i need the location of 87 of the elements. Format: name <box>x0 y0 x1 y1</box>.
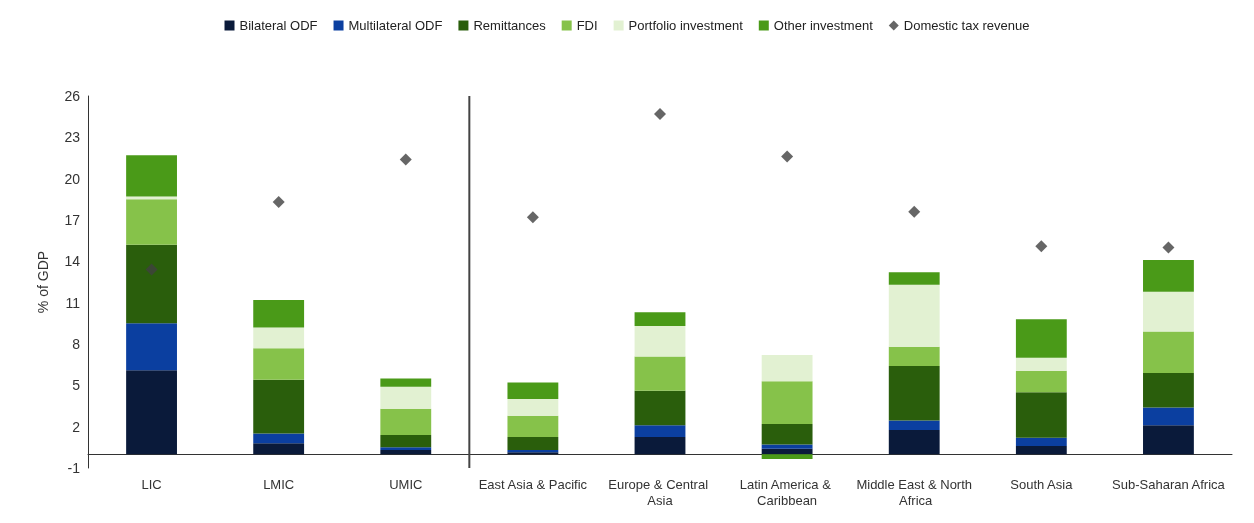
bar <box>126 244 177 324</box>
bar <box>1015 370 1067 393</box>
bar <box>1143 331 1194 373</box>
bar <box>507 437 559 451</box>
legend-label: Other investment <box>773 18 874 33</box>
bar <box>1015 319 1067 358</box>
x-tick-label: UMIC <box>389 476 423 492</box>
legend-label: Multilateral ODF <box>348 18 443 33</box>
bar <box>634 312 686 327</box>
bar <box>634 326 686 357</box>
y-axis-title: % of GDP <box>35 250 51 314</box>
y-tick-label: 8 <box>72 336 81 352</box>
point <box>145 263 158 276</box>
bar <box>1143 372 1194 408</box>
point <box>526 211 539 224</box>
y-tick-label: 14 <box>64 253 81 270</box>
bar <box>888 420 940 431</box>
bar <box>380 450 432 455</box>
legend-label: Portfolio investment <box>628 18 744 33</box>
y-tick-label: 20 <box>64 170 81 187</box>
bar <box>761 381 813 424</box>
bar <box>380 447 432 451</box>
bar <box>761 444 813 449</box>
legend-label: Domestic tax revenue <box>903 18 1030 33</box>
bar <box>634 425 686 437</box>
point <box>1035 240 1048 253</box>
bar <box>888 272 940 285</box>
bar <box>126 155 177 197</box>
bar <box>1143 291 1194 332</box>
bar <box>253 379 305 434</box>
bar <box>380 408 432 435</box>
bar <box>634 390 686 426</box>
point <box>781 150 794 163</box>
point <box>399 153 412 166</box>
bar <box>253 327 305 349</box>
bar <box>126 370 177 455</box>
bar <box>1143 407 1194 426</box>
bar <box>888 346 940 367</box>
bar <box>888 366 940 421</box>
bar <box>253 299 305 328</box>
bar <box>380 378 432 387</box>
bar <box>761 423 813 445</box>
x-tick-label: LIC <box>141 476 162 492</box>
bar <box>1015 357 1067 371</box>
bar <box>888 284 940 347</box>
bar <box>507 415 559 437</box>
x-tick-label: East Asia & Pacific <box>478 476 588 492</box>
legend-label: FDI <box>576 18 598 33</box>
bar <box>380 434 432 448</box>
y-tick-label: -1 <box>67 460 81 476</box>
x-tick-label: Middle East & North Africa <box>856 476 973 508</box>
legend-label: Bilateral ODF <box>239 18 318 33</box>
bar <box>507 399 559 416</box>
bar <box>1015 392 1067 438</box>
bar <box>761 448 813 455</box>
y-tick-label: 11 <box>65 294 81 311</box>
bar <box>761 454 813 460</box>
x-tick-label: LMIC <box>263 476 295 492</box>
bar <box>380 386 432 409</box>
bar <box>126 199 177 245</box>
legend-label: Remittances <box>473 18 547 33</box>
y-tick-label: 2 <box>72 418 81 435</box>
x-tick-label: Sub-Saharan Africa <box>1112 476 1226 492</box>
point <box>1162 241 1175 254</box>
bar <box>1015 445 1067 455</box>
bar <box>1143 425 1194 455</box>
bar <box>761 355 813 382</box>
point <box>272 196 285 209</box>
bar <box>507 382 559 400</box>
x-tick-label: South Asia <box>1010 476 1074 492</box>
bar <box>253 443 305 455</box>
bar <box>253 433 305 444</box>
bar <box>126 323 177 371</box>
bar <box>888 430 940 455</box>
y-tick-label: 26 <box>64 88 81 104</box>
bar <box>1015 437 1067 446</box>
y-tick-label: 23 <box>64 129 81 146</box>
bar <box>634 437 686 455</box>
y-tick-label: 17 <box>64 212 81 228</box>
point <box>908 205 921 218</box>
x-tick-label: Europe & Central Asia <box>608 476 712 508</box>
point <box>654 107 666 120</box>
y-tick-label: 5 <box>72 377 81 394</box>
bar <box>1143 259 1194 292</box>
bar <box>634 356 686 391</box>
bar <box>253 348 305 380</box>
x-tick-label: Latin America & Caribbean <box>739 476 835 508</box>
